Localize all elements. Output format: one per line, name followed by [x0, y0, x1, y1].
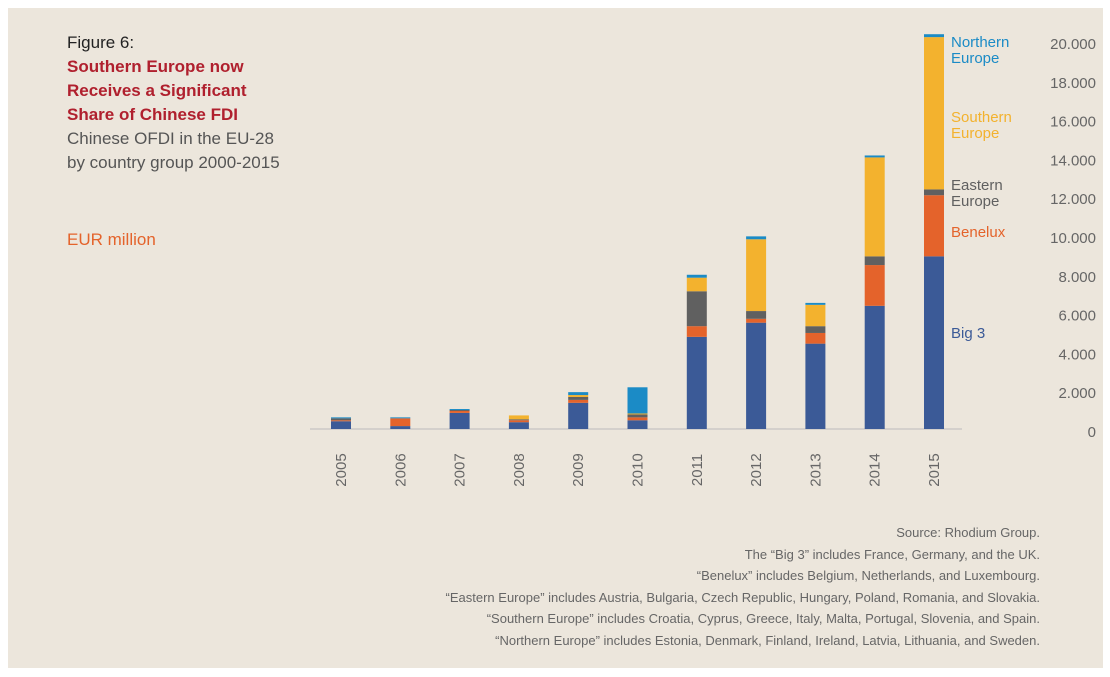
note: “Southern Europe” includes Croatia, Cypr…	[486, 611, 1040, 626]
bar-segment	[627, 417, 648, 421]
bar-segment	[508, 415, 529, 420]
x-tick-label: 2015	[926, 453, 943, 486]
bar-segment	[390, 417, 411, 419]
bar-segment	[331, 421, 351, 429]
bar-segment	[924, 34, 944, 38]
bar-segment	[686, 336, 707, 429]
y-tick-label: 0	[1088, 424, 1096, 441]
note: “Eastern Europe” includes Austria, Bulga…	[445, 589, 1040, 605]
bar-segment	[449, 409, 470, 410]
note: “Northern Europe” includes Estonia, Denm…	[495, 632, 1040, 648]
bar-segment	[508, 422, 529, 429]
note: Source: Rhodium Group.	[896, 525, 1040, 540]
y-tick-label: 10.000	[1050, 230, 1096, 247]
y-tick-label: 12.000	[1050, 191, 1096, 208]
bar-segment	[449, 412, 470, 429]
bar-segment	[924, 189, 944, 196]
bar-segment	[805, 302, 826, 305]
bar-segment	[568, 395, 589, 397]
bar-segment	[686, 277, 707, 292]
x-tick-label: 2007	[452, 453, 469, 486]
bar-segment	[746, 322, 767, 429]
bar-segment	[746, 318, 767, 323]
bar-segment	[746, 239, 767, 312]
series-label: Southern Europe	[951, 109, 1012, 142]
bar-segment	[568, 392, 589, 396]
bar-segment	[627, 414, 648, 418]
series-label: Benelux	[951, 224, 1006, 241]
bar-segment	[449, 410, 470, 413]
bar-segment	[864, 265, 885, 306]
bar-segment	[746, 311, 767, 319]
bar-segment	[924, 256, 944, 429]
y-tick-label: 14.000	[1050, 152, 1096, 169]
bar-segment	[390, 426, 411, 429]
series-label: Eastern Europe	[951, 177, 1003, 210]
bar-segment	[864, 305, 885, 429]
bar-segment	[331, 417, 351, 419]
y-tick-label: 8.000	[1058, 269, 1096, 286]
bar-segment	[924, 195, 944, 257]
note: The “Big 3” includes France, Germany, an…	[744, 546, 1040, 562]
panel	[8, 8, 1103, 668]
bar-segment	[924, 37, 944, 190]
x-tick-label: 2005	[333, 453, 350, 486]
bar-segment	[449, 409, 470, 411]
bar-segment	[864, 157, 885, 257]
unit-label: EUR million	[67, 230, 156, 249]
x-tick-label: 2014	[867, 453, 884, 486]
bar-segment	[331, 418, 351, 421]
bar-segment	[508, 420, 529, 423]
bar-segment	[746, 236, 767, 240]
bar-segment	[508, 419, 529, 421]
bar-segment	[805, 332, 826, 344]
y-tick-label: 18.000	[1050, 75, 1096, 92]
bar-segment	[627, 420, 648, 429]
bar-segment	[568, 396, 589, 400]
x-tick-label: 2010	[629, 453, 646, 486]
x-tick-label: 2006	[392, 453, 409, 486]
x-tick-label: 2009	[570, 453, 587, 486]
bar-segment	[627, 413, 648, 415]
bar-segment	[627, 387, 648, 414]
x-tick-label: 2013	[807, 453, 824, 486]
bar-segment	[568, 399, 589, 403]
series-label: Big 3	[951, 325, 986, 342]
bar-segment	[331, 420, 351, 422]
bar-segment	[390, 418, 411, 427]
x-tick-label: 2012	[748, 453, 765, 486]
y-tick-label: 2.000	[1058, 385, 1096, 402]
y-tick-label: 6.000	[1058, 308, 1096, 325]
bar-segment	[864, 256, 885, 266]
notes: Source: Rhodium Group. The “Big 3” includ…	[446, 522, 1040, 651]
bar-segment	[568, 402, 589, 429]
note: “Benelux” includes Belgium, Netherlands,…	[696, 568, 1040, 583]
bar-segment	[805, 326, 826, 333]
y-tick-label: 4.000	[1058, 346, 1096, 363]
y-tick-label: 20.000	[1050, 36, 1096, 53]
bar-segment	[686, 291, 707, 327]
x-tick-label: 2011	[689, 454, 706, 486]
bar-segment	[686, 326, 707, 337]
x-tick-label: 2008	[511, 453, 528, 486]
chart-title: Southern Europe now Receives a Significa…	[67, 57, 247, 124]
bar-segment	[686, 274, 707, 278]
bar-segment	[864, 155, 885, 158]
y-tick-label: 16.000	[1050, 114, 1096, 131]
figure-label: Figure 6:	[67, 33, 135, 52]
bar-segment	[805, 304, 826, 327]
series-label: Northern Europe	[951, 34, 1010, 67]
chart-subtitle: Chinese OFDI in the EU-28 by country gro…	[67, 129, 280, 172]
bar-segment	[805, 343, 826, 429]
